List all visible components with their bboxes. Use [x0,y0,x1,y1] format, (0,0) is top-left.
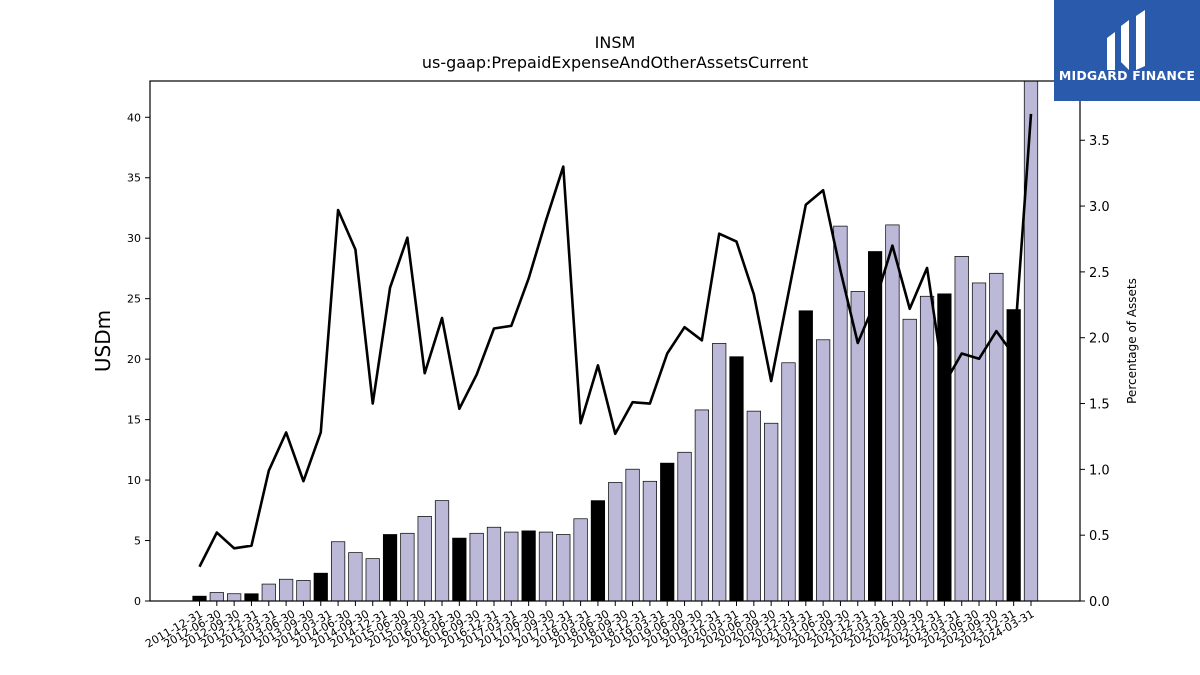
y-axis-label: USDm [91,310,115,372]
y2-tick-label: 2.0 [1089,332,1110,347]
y-tick-label: 0 [134,595,141,608]
bar [937,293,952,602]
y2-tick-label: 0.5 [1089,529,1110,544]
y2-axis-label: Percentage of Assets [1125,278,1139,404]
bar [504,531,519,602]
bar [902,318,917,602]
bar [954,256,969,602]
y-axis-left: 0 5 10 15 20 25 30 35 40 [127,111,150,608]
y2-tick-label: 2.5 [1089,266,1110,281]
bar [989,272,1004,602]
y2-tick-label: 1.5 [1089,398,1110,413]
y2-tick-label: 0.0 [1089,595,1110,610]
bar [227,593,242,602]
bar [330,541,346,602]
bar [521,530,536,602]
bar [590,500,606,602]
bar [365,558,380,602]
bar [244,593,259,602]
bar [417,515,432,602]
chart-subtitle: us-gaap:PrepaidExpenseAndOtherAssetsCurr… [421,53,809,72]
bar [486,526,502,602]
bar [729,356,744,602]
bar [833,225,848,602]
y-axis-right: 0.0 0.5 1.0 1.5 2.0 2.5 3.0 3.5 [1080,134,1110,610]
line-series [198,113,1033,568]
bar [434,500,450,602]
bar [296,580,311,602]
bar [452,537,467,602]
bar [677,451,692,602]
bar [1023,80,1039,602]
bar [781,362,796,602]
bar [764,422,779,602]
y2-tick-label: 1.0 [1089,463,1110,478]
bar [816,339,831,602]
y-tick-label: 20 [127,353,141,366]
logo-icon [1107,10,1145,70]
bar [469,532,484,602]
bar [642,480,658,602]
y-tick-label: 30 [127,232,141,245]
bar [538,531,554,602]
y-tick-label: 10 [127,474,141,487]
bar [712,343,727,602]
chart-title: INSM [594,33,636,52]
y-tick-label: 5 [134,535,141,548]
bar [660,462,675,602]
x-axis: 2011-12-312012-06-302012-09-302012-12-31… [143,601,1037,651]
y2-tick-label: 3.0 [1089,200,1110,215]
y-tick-label: 25 [127,293,141,306]
bar [400,532,415,602]
bar [192,595,207,602]
bar [885,224,900,602]
percentage-line [198,113,1033,568]
bar [573,518,588,602]
bar [971,282,987,602]
bar [798,310,813,602]
y-tick-label: 35 [127,172,141,185]
bar [209,592,224,602]
y2-tick-label: 3.5 [1089,134,1110,149]
bar [625,468,640,602]
bar [746,410,761,602]
bar [313,572,328,602]
logo-text: MIDGARD FINANCE [1058,68,1196,83]
bar [556,534,571,602]
bar [348,552,363,602]
bar [279,578,294,602]
bar-series [192,80,1039,602]
brand-logo: MIDGARD FINANCE [1054,0,1200,101]
bar [694,409,709,602]
bar [919,295,935,602]
bar [608,482,623,602]
bar [382,534,398,602]
y-tick-label: 40 [127,111,141,124]
y-tick-label: 15 [127,414,141,427]
bar [261,583,276,602]
